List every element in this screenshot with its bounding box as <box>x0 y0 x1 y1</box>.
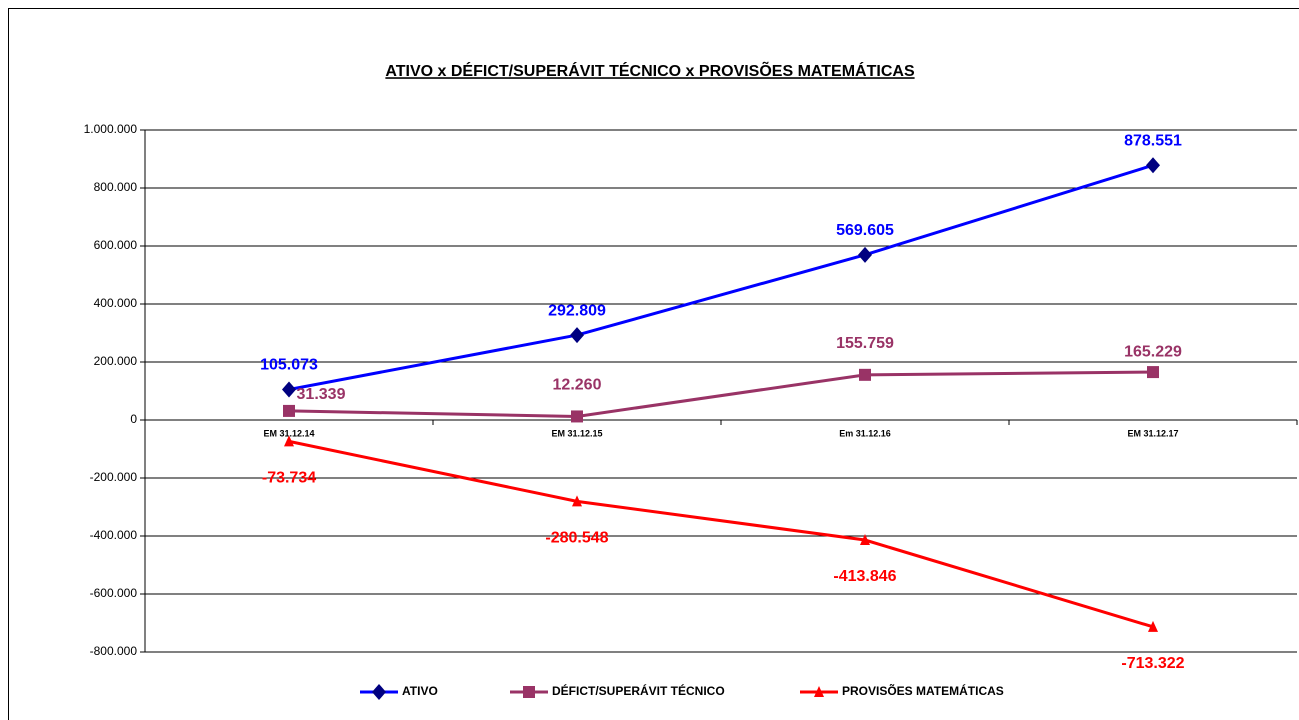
data-label: 569.605 <box>836 222 894 239</box>
legend-marker <box>814 686 824 697</box>
data-point <box>858 246 872 263</box>
chart-title: ATIVO x DÉFICT/SUPERÁVIT TÉCNICO x PROVI… <box>385 60 915 80</box>
data-point <box>1147 366 1159 379</box>
legend-label: DÉFICT/SUPERÁVIT TÉCNICO <box>552 683 725 698</box>
data-point <box>282 381 296 398</box>
data-label: 292.809 <box>548 302 606 319</box>
x-tick-label: EM 31.12.14 <box>263 428 314 438</box>
data-point <box>570 327 584 344</box>
data-label: 31.339 <box>297 386 346 403</box>
data-label: 155.759 <box>836 335 894 352</box>
data-point <box>571 410 583 423</box>
y-tick-label: -200.000 <box>90 470 138 484</box>
data-point <box>1146 157 1160 174</box>
x-tick-label: EM 31.12.15 <box>551 428 602 438</box>
data-label: 878.551 <box>1124 132 1182 149</box>
x-tick-label: EM 31.12.17 <box>1127 428 1178 438</box>
legend-label: PROVISÕES MATEMÁTICAS <box>842 683 1004 698</box>
data-point <box>859 368 871 381</box>
data-label: -73.734 <box>262 470 316 487</box>
chart-frame <box>8 8 1299 720</box>
y-tick-label: 200.000 <box>94 354 138 368</box>
y-tick-label: -400.000 <box>90 528 138 542</box>
data-label: 165.229 <box>1124 343 1182 360</box>
data-label: -413.846 <box>833 568 896 585</box>
data-label: 12.260 <box>553 377 602 394</box>
series-line <box>288 439 1154 629</box>
legend-marker <box>523 686 535 698</box>
y-tick-label: 800.000 <box>94 180 138 194</box>
series-line <box>288 370 1154 418</box>
x-tick-label: Em 31.12.16 <box>839 428 891 438</box>
data-point <box>572 495 582 507</box>
y-tick-label: -600.000 <box>90 586 138 600</box>
legend-label: ATIVO <box>402 684 438 698</box>
data-point <box>1148 620 1158 632</box>
data-point <box>860 534 870 546</box>
data-label: -280.548 <box>545 530 608 547</box>
y-tick-label: 400.000 <box>94 296 138 310</box>
data-point <box>284 435 294 447</box>
series-line <box>288 163 1154 392</box>
data-label: 105.073 <box>260 357 318 374</box>
legend-marker <box>372 684 386 700</box>
y-tick-label: -800.000 <box>90 644 138 658</box>
y-tick-label: 0 <box>130 412 137 426</box>
data-label: -713.322 <box>1121 655 1184 672</box>
y-tick-label: 1.000.000 <box>84 122 138 136</box>
y-tick-label: 600.000 <box>94 238 138 252</box>
data-point <box>283 404 295 417</box>
